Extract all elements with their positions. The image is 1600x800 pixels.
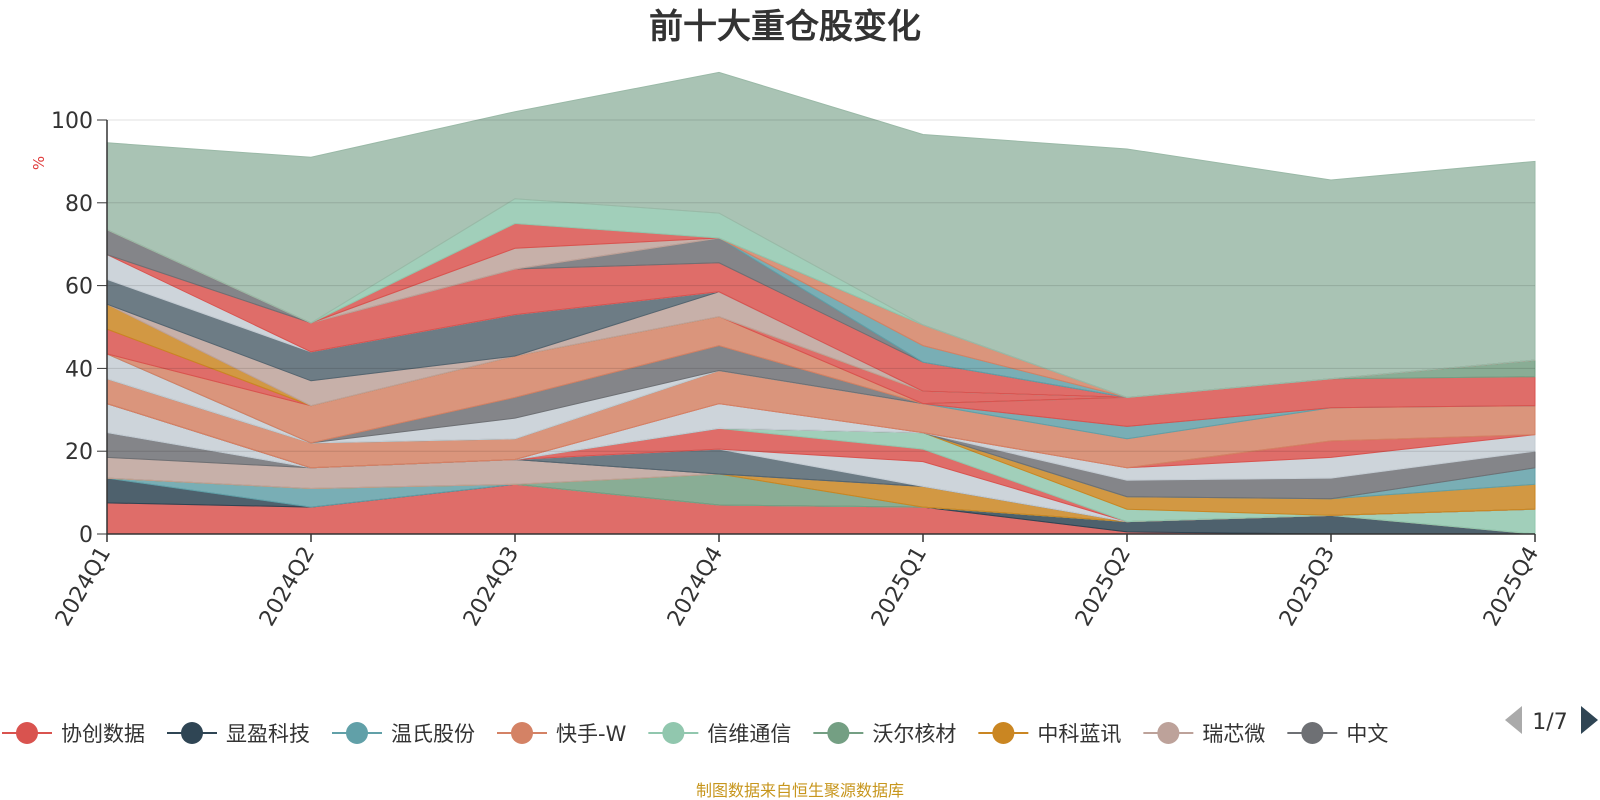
legend-marker-icon xyxy=(992,722,1015,744)
legend-item[interactable]: 温氏股份 xyxy=(332,722,475,746)
data-source-note: 制图数据来自恒生聚源数据库 xyxy=(696,781,904,800)
legend-item[interactable]: 信维通信 xyxy=(648,722,791,746)
y-tick-label: 20 xyxy=(65,440,93,465)
y-axis-label: % xyxy=(30,156,48,170)
axes xyxy=(106,120,1535,535)
legend-marker-icon xyxy=(1157,722,1180,744)
legend-label: 显盈科技 xyxy=(226,722,310,746)
legend-page-indicator: 1/7 xyxy=(1532,710,1567,735)
legend-marker-icon xyxy=(827,722,850,744)
legend-label: 快手-W xyxy=(556,722,627,746)
legend-marker-icon xyxy=(181,722,203,744)
legend-label: 信维通信 xyxy=(707,722,791,746)
legend-label: 中文 xyxy=(1346,722,1388,746)
x-tick-label: 2024Q4 xyxy=(663,543,728,631)
legend: 协创数据 显盈科技 温氏股份 快手-W 信维通信 沃尔核材 中科蓝讯 瑞芯微 中文 xyxy=(2,722,1388,746)
x-tick-label: 2025Q3 xyxy=(1275,543,1340,631)
gridlines xyxy=(107,119,1535,452)
legend-item[interactable]: 协创数据 xyxy=(2,722,145,746)
legend-next-icon[interactable] xyxy=(1581,706,1598,734)
legend-pager: 1/7 xyxy=(1505,706,1598,735)
legend-marker-icon xyxy=(511,722,533,744)
y-tick-label: 60 xyxy=(65,275,93,300)
x-tick-label: 2024Q2 xyxy=(255,543,320,631)
x-tick-label: 2025Q1 xyxy=(867,543,932,631)
y-tick-label: 100 xyxy=(51,109,93,134)
y-ticks: 0 20 40 60 80 100 xyxy=(51,109,107,548)
x-tick-label: 2024Q3 xyxy=(459,543,524,631)
x-tick-label: 2024Q1 xyxy=(51,543,116,631)
x-tick-label: 2025Q2 xyxy=(1071,543,1136,631)
legend-marker-icon xyxy=(1301,722,1324,744)
legend-item[interactable]: 快手-W xyxy=(497,722,627,746)
area-series-37[interactable] xyxy=(106,71,1536,398)
legend-item[interactable]: 中科蓝讯 xyxy=(978,722,1121,746)
legend-label: 瑞芯微 xyxy=(1202,722,1265,746)
legend-marker-icon xyxy=(662,722,685,744)
chart-title: 前十大重仓股变化 xyxy=(649,7,921,47)
legend-prev-icon[interactable] xyxy=(1505,706,1522,734)
legend-item[interactable]: 中文 xyxy=(1287,722,1388,746)
legend-item[interactable]: 显盈科技 xyxy=(167,722,310,746)
legend-label: 中科蓝讯 xyxy=(1037,722,1121,746)
legend-label: 温氏股份 xyxy=(391,722,475,746)
y-tick-label: 0 xyxy=(79,523,93,548)
y-tick-label: 40 xyxy=(65,357,93,382)
legend-marker-icon xyxy=(346,722,368,744)
legend-item[interactable]: 沃尔核材 xyxy=(813,722,956,746)
legend-label: 协创数据 xyxy=(61,722,145,746)
area-layers xyxy=(106,71,1536,535)
x-ticks: 2024Q1 2024Q2 2024Q3 2024Q4 2025Q1 2025Q2 2025… xyxy=(51,534,1544,631)
legend-marker-icon xyxy=(16,722,38,744)
y-tick-label: 80 xyxy=(65,192,93,217)
x-tick-label: 2025Q4 xyxy=(1479,543,1544,631)
legend-item[interactable]: 瑞芯微 xyxy=(1143,722,1265,746)
legend-label: 沃尔核材 xyxy=(872,722,956,746)
